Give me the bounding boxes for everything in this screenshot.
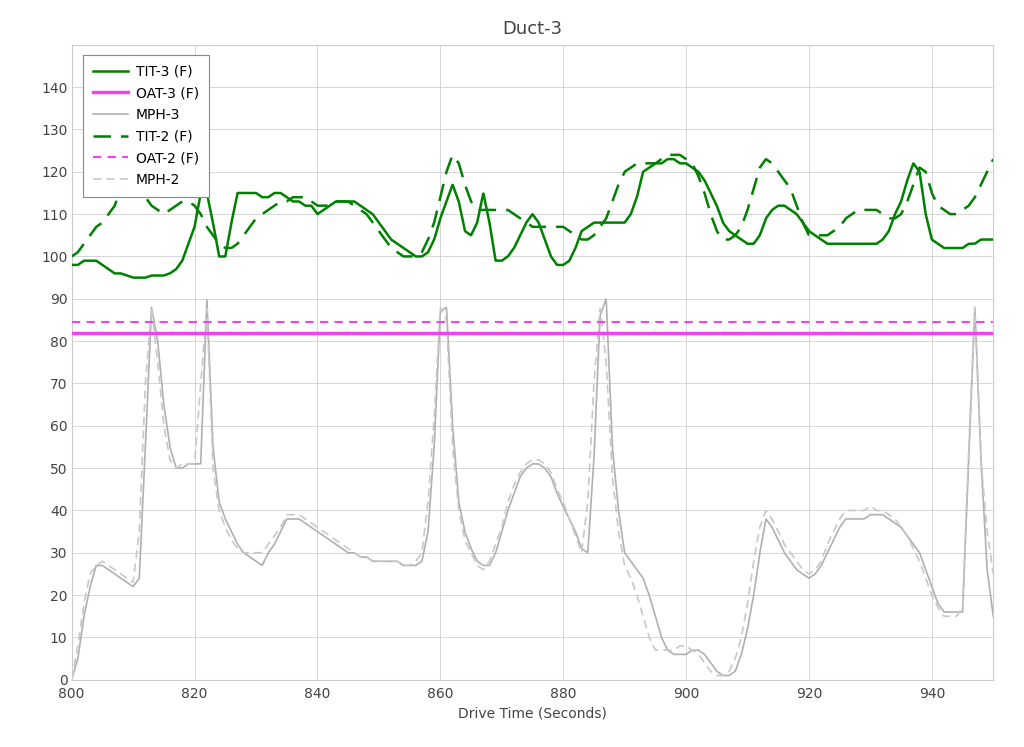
Title: Duct-3: Duct-3 (503, 19, 562, 37)
MPH-2 (970, 318, 982, 327)
TIT-3 (F) (66, 261, 78, 270)
MPH-3 (419, 542, 431, 551)
MPH-3 (171, 464, 183, 473)
TIT-3 (F) (459, 227, 471, 236)
TIT-3 (F) (171, 264, 183, 273)
X-axis label: Drive Time (Seconds): Drive Time (Seconds) (458, 706, 607, 720)
TIT-2 (F) (66, 252, 78, 261)
Line: TIT-3 (F): TIT-3 (F) (72, 159, 993, 278)
TIT-3 (F) (662, 155, 674, 164)
MPH-3 (225, 527, 238, 536)
MPH-3 (600, 294, 612, 303)
MPH-2 (969, 303, 981, 312)
TIT-2 (F) (662, 150, 674, 159)
TIT-3 (F) (225, 217, 238, 226)
MPH-2 (419, 522, 431, 531)
TIT-3 (F) (419, 249, 431, 258)
MPH-2 (987, 569, 999, 578)
TIT-2 (F) (171, 201, 183, 210)
TIT-3 (F) (970, 238, 982, 247)
Line: MPH-2: MPH-2 (72, 308, 993, 680)
MPH-2 (459, 536, 471, 545)
Legend: TIT-3 (F), OAT-3 (F), MPH-3, TIT-2 (F), OAT-2 (F), MPH-2: TIT-3 (F), OAT-3 (F), MPH-3, TIT-2 (F), … (83, 55, 209, 196)
TIT-3 (F) (870, 239, 883, 248)
MPH-3 (870, 510, 883, 519)
MPH-2 (171, 463, 183, 472)
MPH-3 (66, 675, 78, 684)
TIT-2 (F) (459, 180, 471, 189)
TIT-3 (F) (987, 235, 999, 244)
MPH-2 (869, 506, 882, 515)
MPH-3 (970, 318, 982, 327)
TIT-2 (F) (870, 205, 883, 214)
TIT-2 (F) (419, 241, 431, 250)
MPH-2 (225, 536, 238, 545)
MPH-3 (987, 612, 999, 621)
MPH-2 (66, 675, 78, 684)
TIT-3 (F) (127, 273, 139, 282)
Line: MPH-3: MPH-3 (72, 299, 993, 680)
MPH-3 (459, 527, 471, 536)
TIT-2 (F) (970, 191, 982, 200)
TIT-2 (F) (225, 244, 238, 252)
Line: TIT-2 (F): TIT-2 (F) (72, 155, 993, 256)
TIT-2 (F) (987, 155, 999, 164)
